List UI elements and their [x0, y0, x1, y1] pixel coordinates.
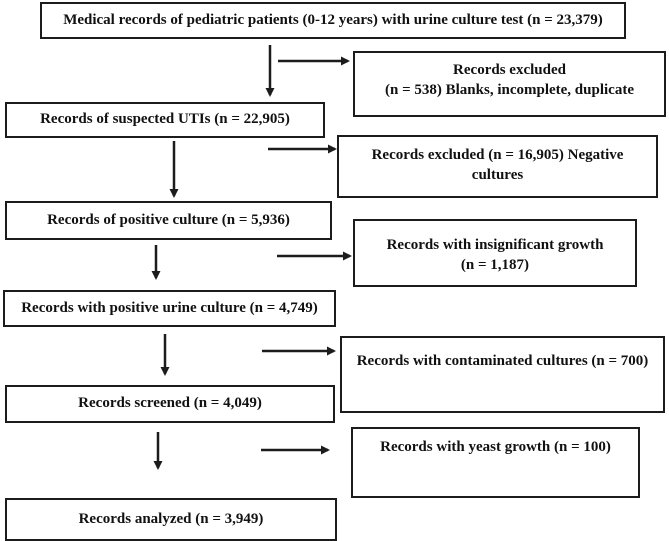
node-insignificant-growth: Records with insignificant growth (n = 1… [353, 219, 637, 287]
node-records-analyzed: Records analyzed (n = 3,949) [5, 498, 337, 541]
node-excluded-negative-cultures: Records excluded (n = 16,905) Negative c… [337, 135, 658, 198]
node-label: Records with positive urine culture (n =… [21, 299, 318, 316]
node-label: Records with contaminated cultures (n = … [356, 353, 649, 369]
node-label: Records of positive culture (n = 5,936) [47, 211, 290, 228]
node-label: (n = 538) Blanks, incomplete, duplicate [385, 81, 634, 98]
node-excluded-blanks: Records excluded (n = 538) Blanks, incom… [353, 51, 666, 117]
node-records-screened: Records screened (n = 4,049) [5, 385, 335, 423]
node-positive-culture: Records of positive culture (n = 5,936) [5, 201, 332, 240]
node-label: Records analyzed (n = 3,949) [78, 510, 264, 527]
node-label: Records excluded (n = 16,905) Negative [371, 147, 624, 163]
node-label: (n = 1,187) [460, 256, 530, 273]
node-label: Records with yeast growth (n = 100) [380, 439, 611, 455]
node-label: Records of suspected UTIs (n = 22,905) [40, 111, 290, 128]
node-yeast-growth: Records with yeast growth (n = 100) [351, 427, 640, 498]
node-label: Records excluded [453, 62, 566, 78]
node-medical-records: Medical records of pediatric patients (0… [40, 2, 626, 39]
node-contaminated-cultures: Records with contaminated cultures (n = … [340, 336, 665, 413]
node-label: Records screened (n = 4,049) [78, 395, 262, 412]
node-label: Medical records of pediatric patients (0… [63, 11, 603, 28]
node-positive-urine-culture: Records with positive urine culture (n =… [3, 290, 336, 327]
node-suspected-utis: Records of suspected UTIs (n = 22,905) [5, 102, 325, 138]
node-label: cultures [471, 166, 524, 183]
node-label: Records with insignificant growth [386, 237, 604, 253]
